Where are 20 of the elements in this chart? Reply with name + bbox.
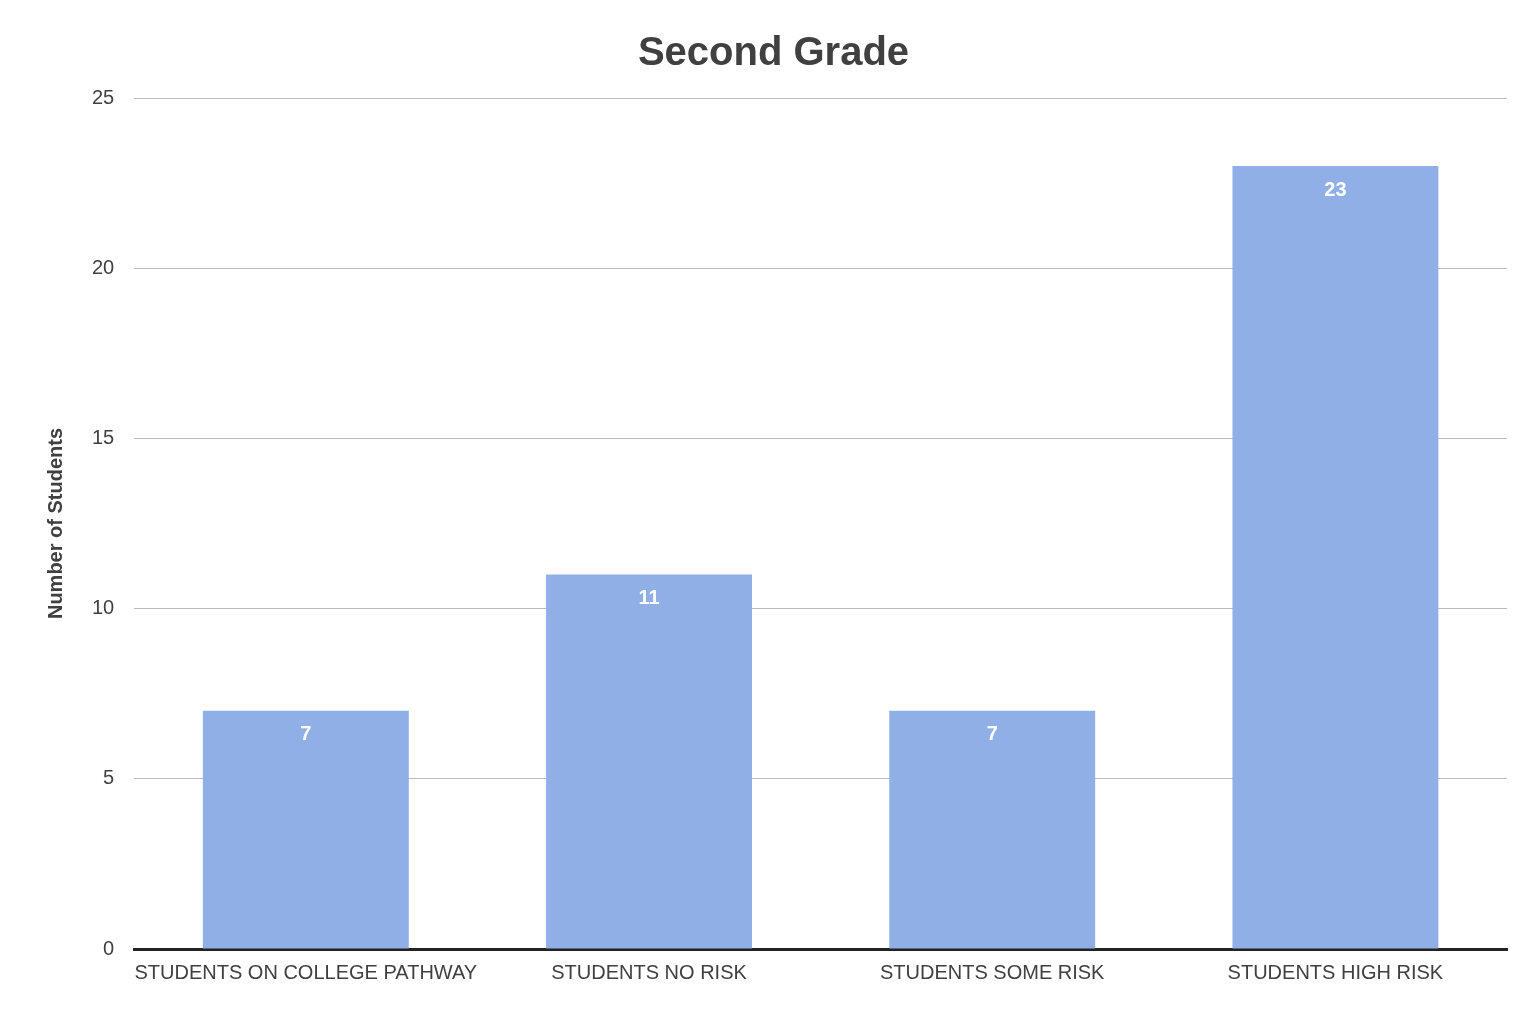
y-axis-title: Number of Students	[43, 427, 66, 620]
bar	[889, 710, 1096, 949]
x-tick-label: STUDENTS ON COLLEGE PATHWAY	[134, 960, 478, 983]
x-tick-label: STUDENTS NO RISK	[551, 960, 748, 983]
bar	[1232, 166, 1439, 949]
bar	[546, 574, 752, 949]
data-label: 23	[1324, 177, 1347, 200]
x-tick-label: STUDENTS SOME RISK	[879, 960, 1106, 983]
y-tick-label: 10	[92, 596, 115, 619]
y-tick-label: 5	[103, 766, 115, 789]
bar	[202, 710, 409, 949]
y-tick-label: 0	[103, 936, 115, 959]
data-label: 7	[300, 722, 312, 745]
data-label: 7	[986, 722, 998, 745]
y-tick-label: 20	[92, 255, 115, 278]
y-tick-label: 25	[92, 85, 115, 108]
y-tick-label: 15	[92, 425, 115, 448]
data-label: 11	[638, 586, 660, 609]
chart-title: Second Grade	[637, 29, 910, 74]
x-tick-label: STUDENTS HIGH RISK	[1227, 960, 1444, 983]
